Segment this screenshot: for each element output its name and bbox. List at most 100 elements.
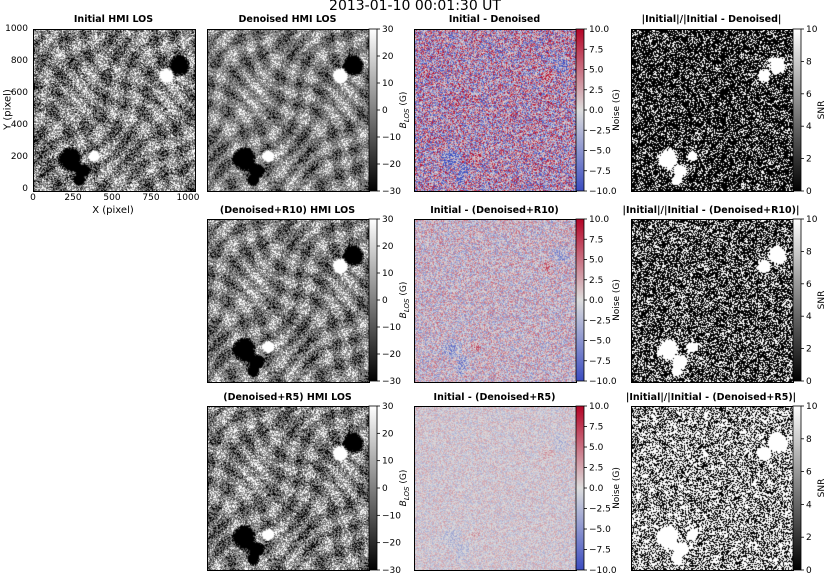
colorbar-label: SNR (817, 479, 827, 498)
colorbar-gradient (575, 28, 585, 192)
colorbar-gradient (792, 218, 802, 382)
noise-map-denoised (414, 29, 577, 192)
panel-title-initial: Initial HMI LOS (73, 14, 154, 25)
colorbar-gradient (792, 28, 802, 192)
colorbar-tick-label: 4 (806, 312, 812, 322)
colorbar-tick-label: −20 (382, 160, 401, 170)
colorbar-tick-label: −2.5 (589, 505, 611, 515)
colorbar-tick-label: −30 (382, 377, 401, 387)
colorbar-tick-label: 10.0 (589, 215, 609, 225)
colorbar-label: SNR (817, 101, 827, 120)
y-tick: 600 (10, 88, 28, 98)
colorbar-gradient (575, 218, 585, 382)
snr-map-r5 (631, 406, 794, 571)
snr-map-r10 (631, 219, 794, 383)
figure-title: 2013-01-10 00:01:30 UT (329, 0, 501, 14)
y-tick: 1000 (5, 24, 28, 34)
x-axis-label: X (pixel) (92, 205, 134, 216)
colorbar-tick-label: 30 (382, 402, 394, 412)
colorbar-tick-label: 6 (806, 468, 812, 478)
colorbar-tick-label: 6 (806, 280, 812, 290)
colorbar-tick-label: −20 (382, 350, 401, 360)
x-tick: 500 (103, 193, 121, 203)
colorbar-tick-label: −20 (382, 539, 401, 549)
colorbar-tick-label: 20 (382, 52, 394, 62)
colorbar-gradient (575, 405, 585, 571)
panel-title-diff-r5: Initial - (Denoised+R5) (433, 392, 556, 403)
colorbar-tick-label: 20 (382, 429, 394, 439)
colorbar-tick-label: −7.5 (589, 546, 611, 556)
panel-title-snr-r10: |Initial|/|Initial - (Denoised+R10)| (622, 205, 800, 216)
y-axis-label: Y (pixel) (2, 89, 14, 130)
noise-colorbar: 10.0 7.5 5.0 2.5 0.0 −2.5 −5.0 −7.5 −10.0 Noise (… (575, 215, 622, 387)
colorbar-tick-label: 0.0 (589, 296, 604, 306)
colorbar-tick-label: −10 (382, 133, 401, 143)
y-tick: 0 (22, 184, 28, 194)
panel-title-r10: (Denoised+R10) HMI LOS (219, 205, 356, 216)
colorbar-gradient (368, 405, 378, 571)
colorbar-tick-label: 10 (382, 79, 394, 89)
colorbar-tick-label: −30 (382, 187, 401, 197)
colorbar-tick-label: 0.0 (589, 106, 604, 116)
colorbar-label: Noise (G) (612, 467, 622, 509)
colorbar-tick-label: 10 (382, 269, 394, 279)
colorbar-tick-label: 6 (806, 90, 812, 100)
noise-colorbar: 10.0 7.5 5.0 2.5 0.0 −2.5 −5.0 −7.5 −10.0 Noise (… (575, 402, 622, 576)
colorbar-tick-label: −10.0 (589, 187, 617, 197)
panel-title-denoised: Denoised HMI LOS (238, 14, 337, 25)
colorbar-tick-label: 4 (806, 500, 812, 510)
colorbar-tick-label: 8 (806, 247, 812, 257)
colorbar-tick-label: 20 (382, 242, 394, 252)
panel-title-diff: Initial - Denoised (448, 14, 541, 25)
snr-map-denoised (631, 29, 794, 192)
initial-hmi-los-map (33, 29, 196, 192)
y-tick: 200 (10, 152, 28, 162)
colorbar-gradient (368, 28, 378, 192)
colorbar-tick-label: 0.0 (589, 484, 604, 494)
colorbar-tick-label: 10.0 (589, 25, 609, 35)
colorbar-label: Noise (G) (612, 279, 622, 321)
colorbar-tick-label: −10.0 (589, 377, 617, 387)
colorbar-gradient (792, 405, 802, 571)
colorbar-tick-label: 10.0 (589, 402, 609, 412)
snr-colorbar: 10 8 6 4 2 0 SNR (792, 215, 827, 387)
panel-title-diff-r10: Initial - (Denoised+R10) (430, 205, 559, 216)
colorbar-tick-label: 10 (806, 402, 818, 412)
colorbar-tick-label: 2 (806, 155, 812, 165)
y-tick: 400 (10, 120, 28, 130)
colorbar-tick-label: 7.5 (589, 423, 603, 433)
colorbar-tick-label: 10 (806, 215, 818, 225)
colorbar-tick-label: −10.0 (589, 566, 617, 576)
colorbar-tick-label: 2 (806, 345, 812, 355)
colorbar-tick-label: 5.0 (589, 256, 604, 266)
colorbar-tick-label: 7.5 (589, 235, 603, 245)
colorbar-tick-label: 5.0 (589, 443, 604, 453)
colorbar-tick-label: −10 (382, 323, 401, 333)
colorbar-tick-label: −2.5 (589, 316, 611, 326)
x-tick: 250 (64, 193, 82, 203)
denoised-r5-hmi-los-map (207, 406, 370, 571)
x-tick: 750 (142, 193, 160, 203)
snr-colorbar: 10 8 6 4 2 0 SNR (792, 25, 827, 197)
blos-colorbar: 30 20 10 0 −10 −20 −30 BLOS (G) (368, 402, 411, 576)
colorbar-tick-label: 10 (382, 457, 394, 467)
colorbar-label: SNR (817, 291, 827, 310)
colorbar-tick-label: 0 (806, 566, 812, 576)
colorbar-tick-label: 0 (382, 296, 388, 306)
colorbar-tick-label: 10 (806, 25, 818, 35)
denoised-r10-hmi-los-map (207, 219, 370, 383)
x-tick: 0 (30, 193, 36, 203)
colorbar-label: BLOS (G) (399, 282, 411, 319)
colorbar-tick-label: 30 (382, 25, 394, 35)
colorbar-tick-label: 0 (806, 187, 812, 197)
denoised-hmi-los-map (207, 29, 370, 192)
noise-map-r5 (414, 406, 577, 571)
colorbar-tick-label: 0 (382, 106, 388, 116)
blos-colorbar: 30 20 10 0 −10 −20 −30 BLOS (G) (368, 25, 411, 197)
colorbar-gradient (368, 218, 378, 382)
colorbar-tick-label: −5.0 (589, 147, 611, 157)
colorbar-tick-label: −7.5 (589, 167, 611, 177)
panel-title-snr: |Initial|/|Initial - Denoised| (641, 14, 782, 25)
colorbar-label: Noise (G) (612, 89, 622, 131)
colorbar-tick-label: −30 (382, 566, 401, 576)
